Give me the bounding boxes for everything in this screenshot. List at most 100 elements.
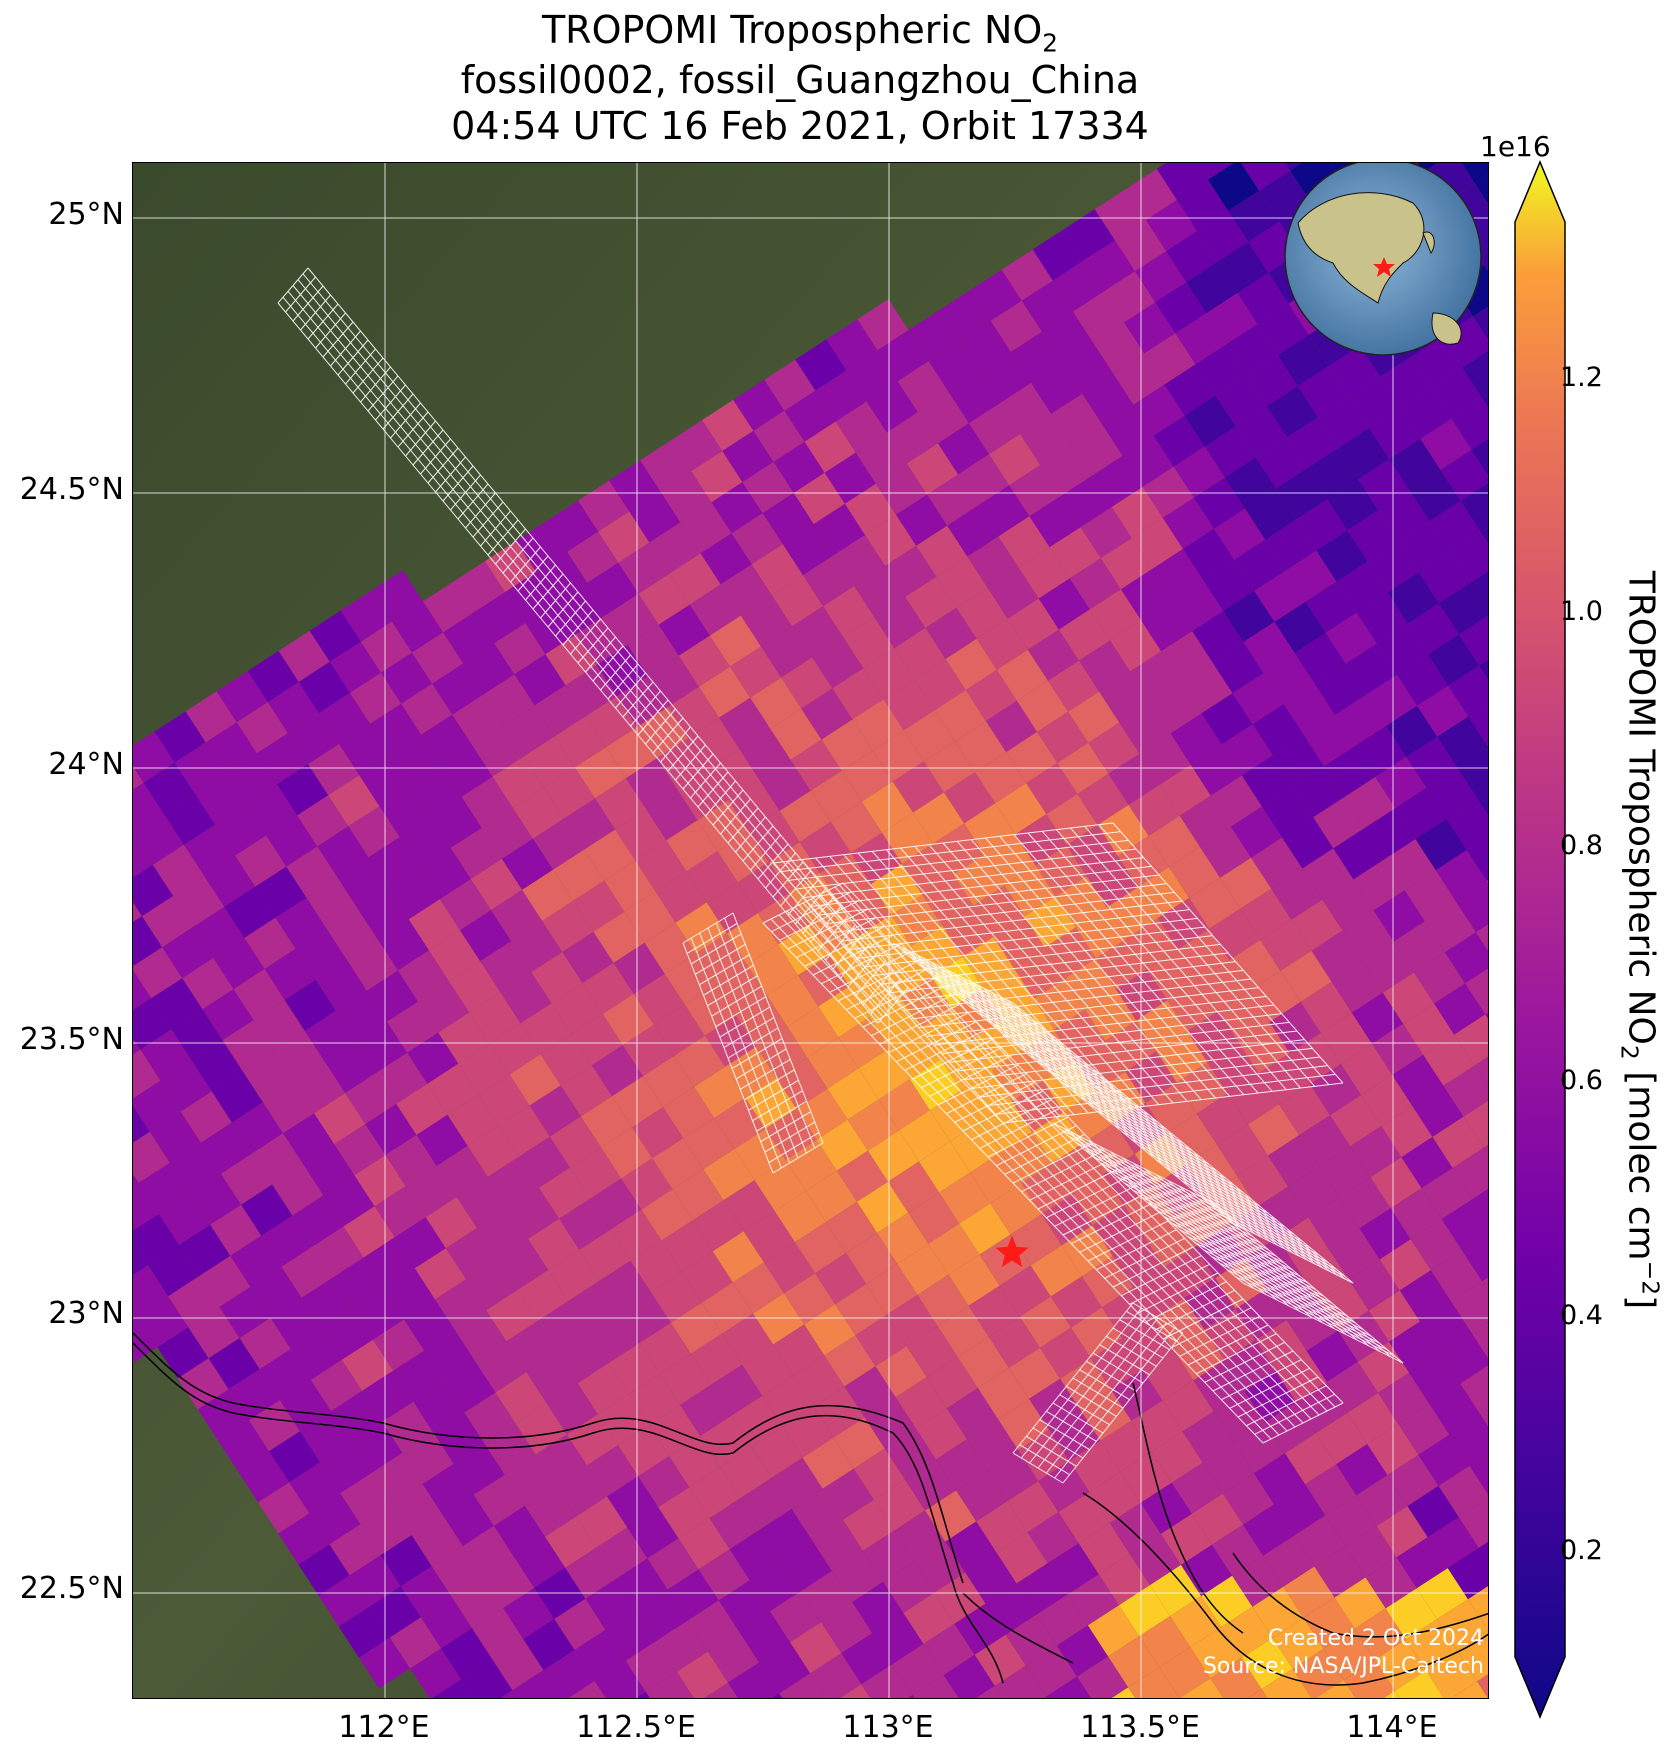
no2-pixel (877, 330, 929, 382)
no2-pixel (407, 1032, 459, 1084)
no2-pixel (1159, 764, 1211, 816)
no2-pixel (943, 1654, 995, 1698)
no2-pixel (964, 803, 1016, 855)
no2-pixel (948, 1254, 1000, 1306)
no2-pixel (1135, 251, 1187, 303)
no2-pixel (1387, 1454, 1439, 1507)
no2-pixel (1285, 550, 1337, 602)
no2-pixel (823, 586, 875, 638)
no2-pixel (594, 1660, 646, 1698)
no2-pixel (1428, 634, 1480, 686)
no2-pixel (504, 1454, 556, 1506)
no2-pixel (528, 1218, 580, 1270)
no2-pixel (1311, 930, 1363, 982)
no2-pixel (422, 1463, 474, 1515)
no2-pixel (133, 813, 184, 865)
no2-pixel (354, 1155, 406, 1207)
no2-pixel (1040, 1327, 1092, 1379)
no2-pixel (818, 986, 870, 1038)
no2-pixel (515, 1403, 567, 1455)
no2-pixel (628, 1373, 681, 1426)
no2-pixel (1438, 1465, 1488, 1517)
no2-pixel (736, 995, 788, 1047)
no2-pixel (1343, 1659, 1395, 1698)
no2-pixel (487, 1156, 539, 1208)
no2-pixel (691, 1333, 743, 1385)
no2-pixel (179, 1224, 231, 1276)
no2-pixel (738, 1611, 791, 1663)
no2-pixel (1235, 1288, 1287, 1341)
no2-pixel (906, 1326, 958, 1378)
no2-pixel (1254, 570, 1306, 622)
no2-pixel (1060, 1358, 1112, 1410)
no2-pixel (133, 1080, 181, 1132)
no2-pixel (204, 855, 256, 907)
no2-pixel (1252, 1586, 1304, 1638)
no2-pixel (391, 1484, 443, 1536)
no2-pixel (1133, 1267, 1185, 1319)
no2-pixel (649, 522, 701, 574)
no2-pixel (385, 1135, 437, 1187)
no2-pixel (957, 1336, 1009, 1388)
no2-pixel (722, 430, 774, 483)
no2-pixel (1207, 1042, 1259, 1094)
no2-pixel (916, 525, 968, 577)
no2-pixel (1148, 1698, 1199, 1699)
no2-pixel (442, 1494, 494, 1546)
no2-pixel (1131, 1400, 1183, 1452)
no2-pixel (540, 1034, 592, 1086)
no2-pixel (183, 824, 236, 876)
no2-pixel (857, 1181, 909, 1233)
lon-label-113: 113°E (842, 1710, 934, 1745)
no2-pixel (1255, 437, 1308, 489)
lon-label-112: 112°E (338, 1710, 430, 1745)
no2-pixel (362, 1370, 414, 1422)
no2-pixel (565, 665, 617, 717)
no2-pixel (416, 1114, 468, 1166)
no2-pixel (640, 440, 692, 492)
no2-pixel (1173, 1329, 1225, 1381)
no2-pixel (1421, 1168, 1473, 1220)
no2-pixel (233, 968, 285, 1021)
no2-pixel (857, 299, 909, 351)
no2-pixel (635, 840, 687, 892)
no2-pixel (493, 1505, 546, 1557)
no2-pixel (1110, 620, 1162, 672)
no2-pixel (133, 782, 164, 834)
no2-pixel (664, 953, 716, 1005)
no2-pixel (785, 1139, 837, 1191)
no2-pixel (366, 970, 419, 1022)
no2-pixel (1224, 457, 1277, 509)
no2-pixel (495, 1372, 547, 1424)
no2-pixel (1093, 322, 1145, 374)
no2-pixel (259, 1349, 311, 1401)
no2-pixel (1088, 722, 1140, 774)
no2-pixel (1119, 702, 1171, 754)
no2-pixel (1026, 763, 1078, 815)
no2-pixel (1122, 435, 1174, 487)
no2-pixel (1395, 787, 1447, 840)
no2-pixel (1413, 952, 1466, 1004)
no2-pixel (1320, 1012, 1372, 1064)
no2-pixel (466, 1259, 518, 1311)
no2-pixel (1202, 1442, 1254, 1494)
no2-pixel (753, 410, 805, 462)
no2-pixel (1108, 753, 1160, 805)
no2-pixel (1175, 313, 1227, 365)
no2-pixel (1336, 561, 1388, 613)
no2-pixel (678, 635, 730, 687)
lat-label-23-5: 23.5°N (19, 1022, 124, 1057)
no2-pixel (190, 1173, 242, 1225)
no2-pixel (133, 1241, 149, 1275)
no2-pixel (1216, 1124, 1269, 1176)
no2-pixel (500, 972, 552, 1024)
no2-pixel (1283, 1566, 1335, 1618)
no2-pixel (1080, 507, 1132, 559)
credit-source: Source: NASA/JPL-Caltech (1202, 1654, 1484, 1679)
no2-pixel (508, 1187, 560, 1239)
no2-pixel (903, 710, 955, 762)
no2-pixel (348, 806, 400, 858)
no2-pixel (1210, 1658, 1262, 1698)
no2-pixel (616, 1558, 668, 1610)
no2-pixel (369, 1586, 421, 1638)
